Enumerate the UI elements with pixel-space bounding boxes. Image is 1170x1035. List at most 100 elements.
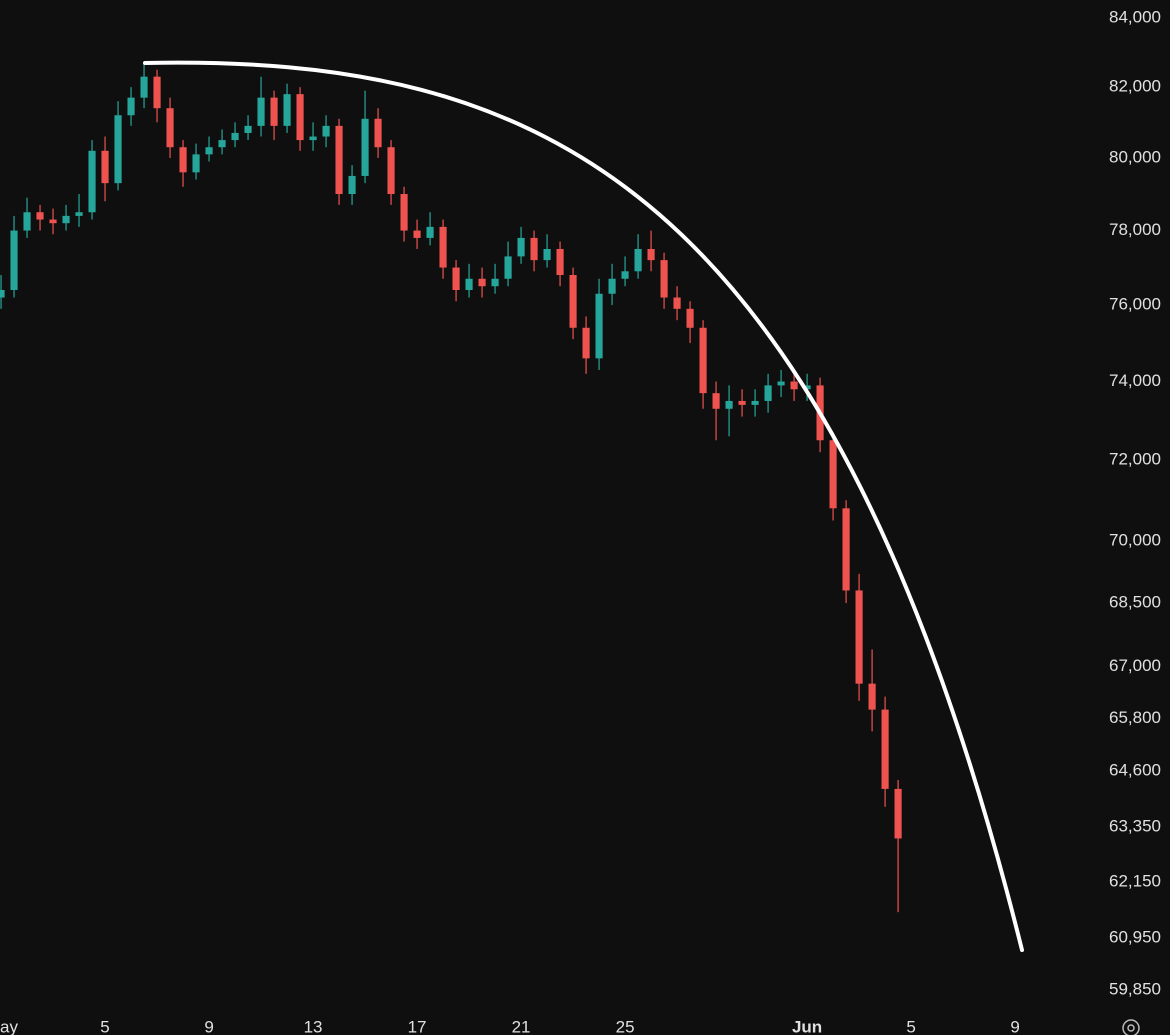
x-tick-label: 5 — [100, 1017, 109, 1035]
candle-body — [621, 271, 629, 279]
y-tick-label: 64,600 — [1109, 761, 1161, 780]
settings-icon[interactable] — [1122, 1019, 1140, 1035]
candle-body — [894, 788, 902, 839]
x-tick-label: ay — [0, 1017, 18, 1035]
candle-body — [777, 381, 785, 386]
candle-body — [400, 194, 408, 231]
candle-body — [686, 308, 694, 328]
y-tick-label: 67,000 — [1109, 656, 1161, 675]
candle-body — [348, 175, 356, 195]
candle-body — [23, 212, 31, 231]
candle-body — [387, 147, 395, 195]
candle-body — [153, 76, 161, 109]
candle-body — [439, 226, 447, 268]
candle-body — [543, 248, 551, 261]
candle-body — [465, 278, 473, 290]
candle-body — [712, 393, 720, 409]
x-tick-label: 25 — [616, 1017, 635, 1035]
settings-icon-ring — [1122, 1019, 1140, 1035]
candle-body — [270, 97, 278, 126]
candle-body — [88, 150, 96, 213]
candle-body — [0, 289, 5, 298]
candle-body — [803, 385, 811, 390]
candle-body — [166, 108, 174, 148]
candle-body — [673, 297, 681, 309]
y-tick-label: 63,350 — [1109, 817, 1161, 836]
candle-body — [283, 94, 291, 126]
candle-body — [101, 150, 109, 184]
y-tick-label: 82,000 — [1109, 77, 1161, 96]
candle-body — [179, 147, 187, 173]
candle-body — [426, 226, 434, 238]
y-tick-label: 76,000 — [1109, 295, 1161, 314]
candle-body — [530, 237, 538, 261]
y-tick-label: 84,000 — [1109, 8, 1161, 27]
y-tick-label: 65,800 — [1109, 708, 1161, 727]
candle-body — [296, 94, 304, 141]
candle-body — [75, 212, 83, 216]
candle-body — [855, 590, 863, 684]
candle-body — [10, 230, 18, 290]
candle-body — [114, 115, 122, 184]
candle-body — [192, 154, 200, 173]
x-tick-label: 9 — [204, 1017, 213, 1035]
candle-body — [881, 709, 889, 789]
candle-body — [49, 219, 57, 224]
candle-body — [699, 327, 707, 394]
y-tick-label: 72,000 — [1109, 450, 1161, 469]
curve-annotation — [143, 60, 1024, 952]
candle-body — [244, 125, 252, 133]
candle-body — [374, 118, 382, 148]
y-tick-label: 60,950 — [1109, 927, 1161, 946]
candle-body — [582, 327, 590, 359]
y-tick-label: 62,150 — [1109, 871, 1161, 890]
candle-body — [829, 440, 837, 509]
candle-body — [36, 212, 44, 220]
candle-body — [413, 230, 421, 238]
plot-area — [0, 62, 902, 913]
settings-icon-center — [1127, 1024, 1135, 1032]
candle-body — [751, 400, 759, 405]
candle-body — [595, 293, 603, 359]
x-tick-label: 9 — [1010, 1017, 1019, 1035]
candle-body — [452, 267, 460, 290]
x-tick-label: 21 — [512, 1017, 531, 1035]
y-tick-label: 59,850 — [1109, 980, 1161, 999]
candle-body — [608, 278, 616, 294]
y-tick-label: 78,000 — [1109, 220, 1161, 239]
candle-body — [790, 381, 798, 390]
candle-body — [361, 118, 369, 176]
y-tick-label: 80,000 — [1109, 147, 1161, 166]
candle-body — [725, 400, 733, 409]
candle-body — [764, 385, 772, 401]
x-tick-label: 5 — [906, 1017, 915, 1035]
candle-body — [517, 237, 525, 257]
candle-body — [842, 508, 850, 591]
candle-body — [218, 140, 226, 148]
candle-body — [569, 275, 577, 328]
candle-body — [738, 400, 746, 405]
candle-body — [322, 125, 330, 137]
candle-body — [634, 248, 642, 272]
candle-body — [140, 76, 148, 98]
candle-body — [335, 125, 343, 195]
candle-body — [257, 97, 265, 126]
x-tick-label: 17 — [408, 1017, 427, 1035]
candle-body — [556, 248, 564, 276]
candle-body — [62, 215, 70, 224]
x-tick-label: 13 — [304, 1017, 323, 1035]
y-tick-label: 68,500 — [1109, 592, 1161, 611]
candle-body — [231, 132, 239, 141]
x-tick-label: Jun — [792, 1017, 822, 1035]
candle-body — [491, 278, 499, 287]
y-tick-label: 70,000 — [1109, 530, 1161, 549]
candle-body — [309, 136, 317, 141]
candle-body — [504, 256, 512, 279]
candle-body — [660, 260, 668, 298]
candle-body — [205, 147, 213, 155]
candle-body — [478, 278, 486, 287]
candle-body — [647, 248, 655, 261]
